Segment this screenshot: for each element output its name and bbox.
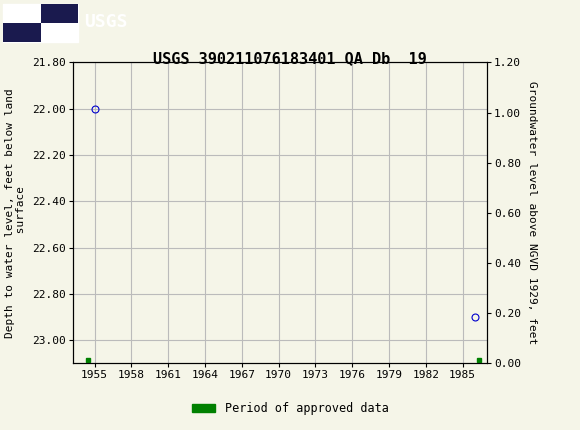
Bar <box>3 3 41 22</box>
Bar <box>41 3 78 22</box>
Bar <box>41 22 78 42</box>
Text: USGS 390211076183401 QA Db  19: USGS 390211076183401 QA Db 19 <box>153 51 427 65</box>
Y-axis label: Groundwater level above NGVD 1929, feet: Groundwater level above NGVD 1929, feet <box>527 81 536 344</box>
Legend: Period of approved data: Period of approved data <box>187 397 393 420</box>
Text: USGS: USGS <box>84 12 128 31</box>
Y-axis label: Depth to water level, feet below land
 surface: Depth to water level, feet below land su… <box>5 88 26 338</box>
Bar <box>3 22 41 42</box>
FancyBboxPatch shape <box>3 3 78 42</box>
